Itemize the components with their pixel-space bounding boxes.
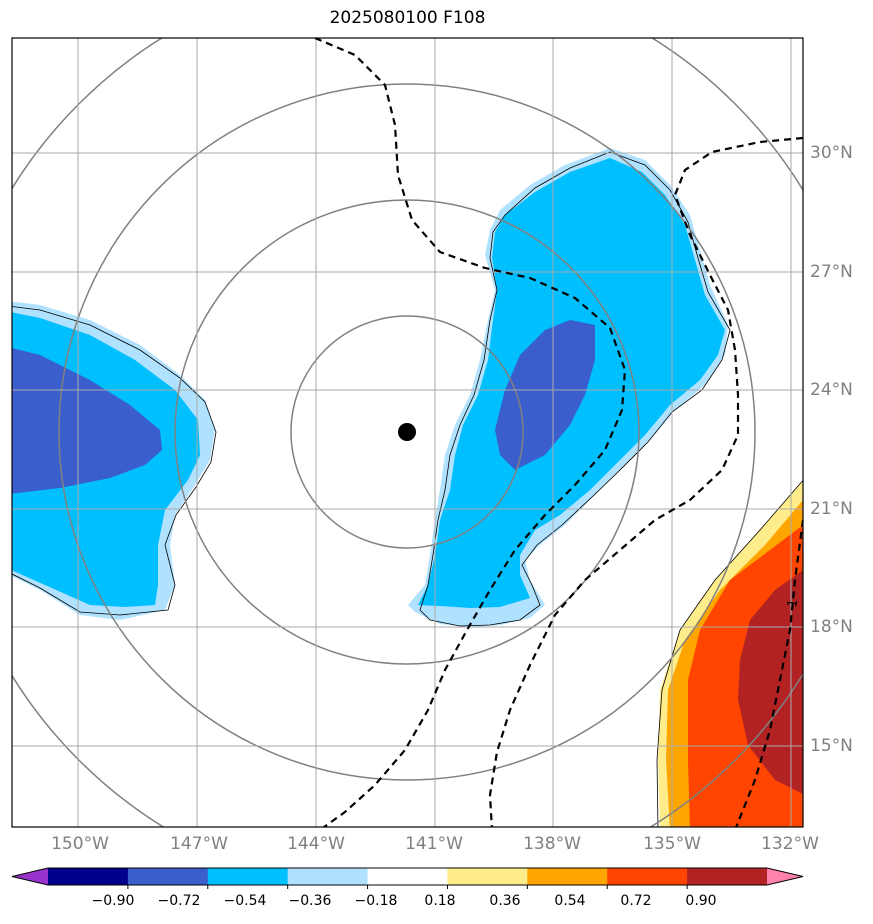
outline-east <box>656 479 803 827</box>
colorbar-segment <box>127 868 209 885</box>
colorbar-tick-label: −0.54 <box>223 893 267 909</box>
anomaly-deep-blue-central <box>495 320 595 470</box>
map-frame <box>11 37 804 828</box>
colorbar-extend-low <box>12 868 48 885</box>
colorbar-tick-label: −0.72 <box>157 893 201 909</box>
colorbar-tick-label: 0.36 <box>489 893 521 909</box>
lon-label-135w: 135°W <box>643 834 701 854</box>
storm-center-dot <box>398 423 416 441</box>
lon-label-144w: 144°W <box>287 834 345 854</box>
graticule <box>12 38 803 827</box>
anomaly-deep-blue-west <box>12 348 162 494</box>
contour-1 <box>314 38 627 827</box>
map-panel: 1 <box>12 38 803 827</box>
range-ring-2 <box>174 199 640 665</box>
lon-label-147w: 147°W <box>170 834 228 854</box>
colorbar-segment <box>687 868 768 885</box>
colorbar <box>11 867 804 889</box>
lat-label-27n: 27°N <box>810 262 853 282</box>
lon-label-138w: 138°W <box>523 834 581 854</box>
colorbar-segment <box>607 868 688 885</box>
colorbar-tick-label: −0.18 <box>354 893 398 909</box>
contour-3 <box>735 519 803 827</box>
colorbar-segment <box>447 868 528 885</box>
colorbar-tick-label: 0.90 <box>685 893 717 909</box>
colorbar-tick-label: 0.18 <box>424 893 456 909</box>
contour-label: 1 <box>785 598 801 609</box>
lat-label-15n: 15°N <box>810 736 853 756</box>
range-rings <box>12 38 803 827</box>
anomaly-dark-red-east <box>738 570 803 794</box>
colorbar-segment <box>48 868 129 885</box>
lat-label-24n: 24°N <box>810 380 853 400</box>
colorbar-tick-label: −0.36 <box>288 893 332 909</box>
colorbar-tick-label: 0.54 <box>554 893 586 909</box>
lon-label-150w: 150°W <box>51 834 109 854</box>
plot-title: 2025080100 F108 <box>329 8 486 28</box>
outline-west <box>12 306 217 616</box>
colorbar-segment <box>527 868 608 885</box>
colorbar-tick-label: 0.72 <box>620 893 652 909</box>
contour-2 <box>488 136 803 827</box>
range-ring-3 <box>58 83 756 781</box>
lon-label-141w: 141°W <box>405 834 463 854</box>
lat-label-18n: 18°N <box>810 617 853 637</box>
dashed-contours <box>314 38 803 827</box>
lat-label-30n: 30°N <box>810 143 853 163</box>
outline-central <box>419 151 731 627</box>
lon-label-132w: 132°W <box>761 834 819 854</box>
colorbar-tick-label: −0.90 <box>91 893 135 909</box>
colorbar-segment <box>367 868 448 885</box>
lat-label-21n: 21°N <box>810 499 853 519</box>
colorbar-segment <box>287 868 369 885</box>
colorbar-extend-high <box>767 868 803 885</box>
range-ring-1 <box>290 315 524 549</box>
colorbar-segment <box>207 868 289 885</box>
colorbar-outline <box>11 867 804 886</box>
